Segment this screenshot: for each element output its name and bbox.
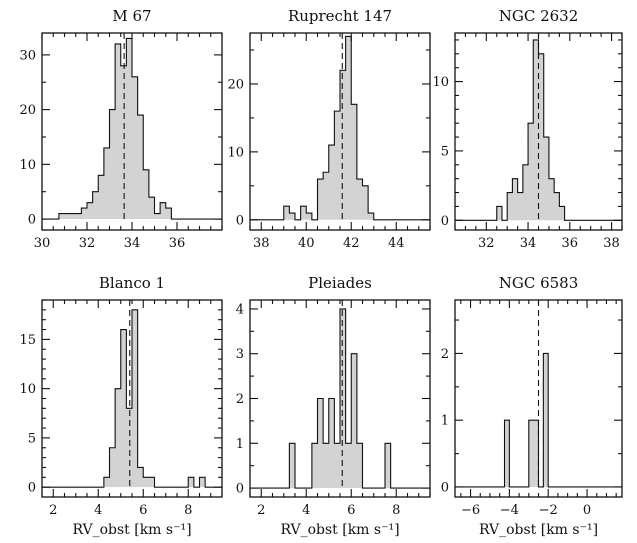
x-tick-label: −4 [500, 503, 519, 518]
histogram-fill [58, 38, 183, 220]
panel-2: 38 40 42 44 0 10 20 Ruprecht 147 [227, 7, 431, 251]
panel-6: −6 −4 −2 0 0 1 2 NGC 6583 RV_obst [km s⁻¹] [441, 274, 623, 538]
panel-title: Blanco 1 [99, 274, 165, 292]
y-tick-label: 10 [432, 75, 449, 90]
x-tick-label: 0 [583, 503, 591, 518]
x-tick-label: 38 [253, 236, 270, 251]
y-tick-label: 2 [236, 392, 244, 407]
x-tick-label: 8 [392, 503, 400, 518]
x-tick-label: 34 [520, 236, 537, 251]
x-tick-label: 42 [343, 236, 360, 251]
y-tick-label: 3 [236, 347, 244, 362]
y-tick-label: 5 [28, 431, 36, 446]
histogram-bars [42, 37, 222, 220]
panel-1: 30 32 34 36 0 10 20 30 M 67 [19, 7, 223, 251]
y-tick-label: 0 [236, 213, 244, 228]
panel-title: NGC 6583 [499, 274, 579, 292]
histogram-bars [455, 39, 622, 221]
x-tick-label: 6 [139, 503, 147, 518]
x-axis-label: RV_obst [km s⁻¹] [479, 522, 598, 538]
x-tick-label: 36 [169, 236, 186, 251]
panel-title: Ruprecht 147 [288, 7, 392, 25]
y-tick-label: 4 [236, 302, 244, 317]
y-tick-label: 0 [28, 481, 36, 496]
panel-title: Pleiades [308, 274, 372, 292]
x-tick-label: 2 [49, 503, 57, 518]
y-tick-label: 0 [441, 480, 449, 495]
y-tick-label: 10 [19, 158, 36, 173]
y-tick-label: 0 [28, 213, 36, 228]
y-tick-label: 20 [227, 77, 244, 92]
x-tick-label: 4 [302, 503, 310, 518]
panel-title: M 67 [112, 7, 151, 25]
x-tick-label: 44 [388, 236, 405, 251]
y-tick-label: 10 [227, 145, 244, 160]
histogram-bars [455, 352, 622, 488]
x-axis-label: RV_obst [km s⁻¹] [72, 522, 191, 538]
x-axis-label: RV_obst [km s⁻¹] [280, 522, 399, 538]
y-tick-label: 15 [19, 333, 36, 348]
y-tick-label: 1 [441, 414, 449, 429]
y-tick-label: 5 [441, 144, 449, 159]
panel-5: 2 4 6 8 0 1 2 3 4 Pleiades RV_obst [km s⁻¹] [236, 274, 431, 538]
x-tick-label: 4 [94, 503, 102, 518]
y-tick-label: 2 [441, 347, 449, 362]
y-tick-label: 0 [441, 214, 449, 229]
histogram-bars [250, 35, 430, 221]
panel-title: NGC 2632 [499, 7, 579, 25]
histogram-bars [250, 308, 430, 489]
y-tick-label: 0 [236, 482, 244, 497]
x-tick-label: 34 [124, 236, 141, 251]
x-tick-label: 8 [184, 503, 192, 518]
x-tick-label: −2 [539, 503, 558, 518]
x-tick-label: 32 [478, 236, 495, 251]
histogram-fill [491, 39, 570, 221]
y-tick-label: 30 [19, 48, 36, 63]
y-tick-label: 20 [19, 103, 36, 118]
x-tick-label: 36 [562, 236, 579, 251]
x-tick-label: 38 [603, 236, 620, 251]
y-tick-label: 1 [236, 437, 244, 452]
histogram-fill [103, 309, 211, 488]
x-tick-label: 6 [347, 503, 355, 518]
x-tick-label: 32 [79, 236, 96, 251]
panel-4: 2 4 6 8 0 5 10 15 Blanco 1 RV_obst [km s⁻¹] [19, 274, 223, 538]
histogram-bars [42, 309, 222, 488]
x-tick-label: 2 [257, 503, 265, 518]
x-tick-label: 40 [298, 236, 315, 251]
panel-3: 32 34 36 38 0 5 10 NGC 2632 [432, 7, 623, 251]
x-tick-label: −6 [461, 503, 480, 518]
y-tick-label: 10 [19, 382, 36, 397]
x-tick-label: 30 [34, 236, 51, 251]
